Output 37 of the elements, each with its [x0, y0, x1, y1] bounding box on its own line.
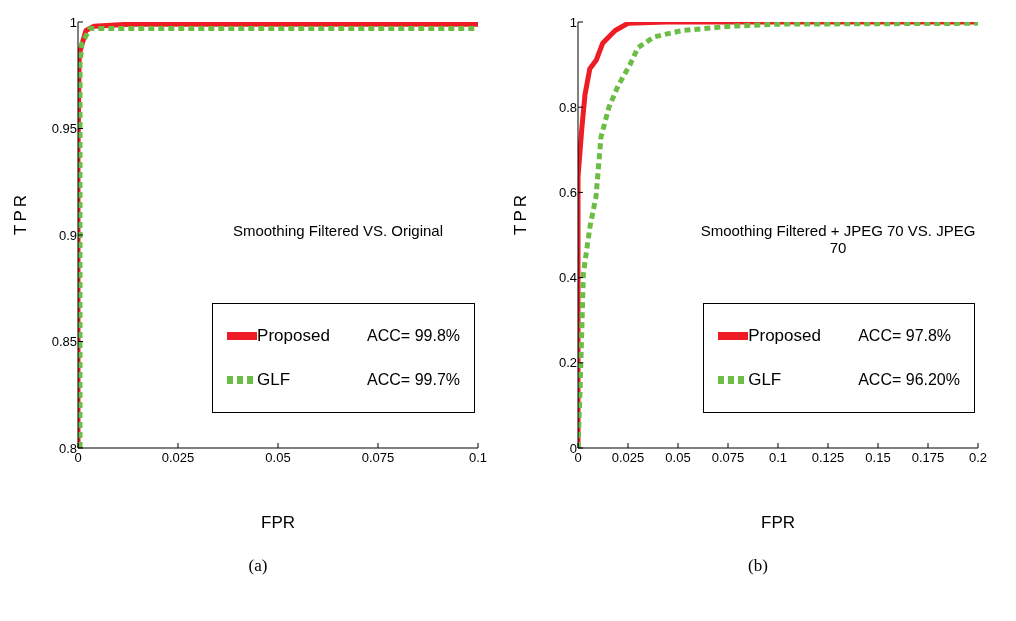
- x-tick-label: 0.2: [968, 450, 988, 466]
- annotation: Smoothing Filtered VS. Original: [231, 222, 445, 240]
- y-tick-label: 1: [569, 14, 577, 30]
- y-tick-label: 0.95: [51, 121, 77, 137]
- x-axis-title: FPR: [261, 513, 295, 532]
- annotation: ACC= 99.8%: [367, 327, 460, 346]
- x-tick-label: 0.1: [768, 450, 788, 466]
- x-tick-label: 0.175: [911, 450, 945, 466]
- annotation: Smoothing Filtered + JPEG 70 VS. JPEG 70: [699, 222, 977, 257]
- y-tick-label: 0.85: [51, 334, 77, 350]
- x-tick-label: 0.1: [468, 450, 488, 466]
- x-tick-label: 0.05: [665, 450, 691, 466]
- y-tick-label: 0.6: [558, 185, 577, 201]
- y-axis-title: TPR: [511, 192, 531, 235]
- legend-label: GLF: [748, 370, 783, 391]
- y-tick-label: 0.2: [558, 355, 577, 371]
- x-tick-label: 0.075: [361, 450, 395, 466]
- y-tick-label: 0.9: [58, 227, 77, 243]
- x-tick-label: 0.025: [161, 450, 195, 466]
- x-tick-label: 0.125: [811, 450, 845, 466]
- x-tick-label: 0.075: [711, 450, 745, 466]
- legend-label: GLF: [257, 370, 292, 391]
- annotation: ACC= 96.20%: [858, 371, 960, 390]
- y-tick-label: 0.8: [558, 99, 577, 115]
- y-tick-label: 1: [69, 14, 77, 30]
- y-axis-title: TPR: [11, 192, 31, 235]
- annotation: ACC= 97.8%: [858, 327, 952, 346]
- legend-label: Proposed: [748, 326, 822, 347]
- y-tick-label: 0.4: [558, 270, 577, 286]
- text: (b): [747, 556, 769, 576]
- x-tick-label: 0.025: [611, 450, 645, 466]
- annotation: ACC= 99.7%: [367, 371, 460, 390]
- legend-label: Proposed: [257, 326, 331, 347]
- text: (a): [247, 556, 269, 576]
- x-axis-title: FPR: [761, 513, 795, 532]
- x-tick-label: 0.15: [865, 450, 891, 466]
- x-tick-label: 0.05: [265, 450, 291, 466]
